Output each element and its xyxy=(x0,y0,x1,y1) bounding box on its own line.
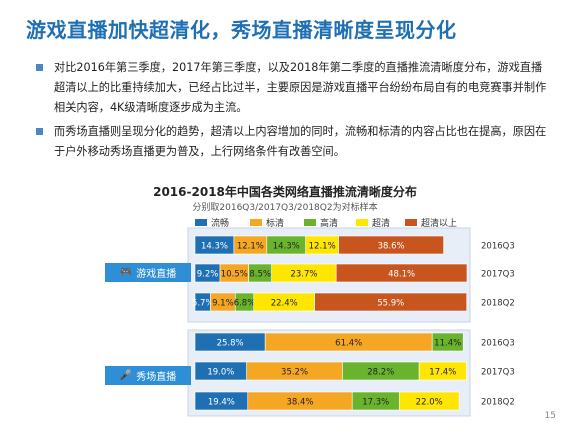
page-title: 游戏直播加快超清化，秀场直播清晰度呈现分化 xyxy=(26,18,457,42)
microphone-icon: 🎤 xyxy=(119,370,133,381)
data-label: 22.4% xyxy=(271,299,298,309)
bullet-item: 而秀场直播则呈现分化的趋势，超清以上内容增加的同时，流畅和标清的内容占比也在提高… xyxy=(36,122,552,162)
bar-segment xyxy=(314,292,468,312)
group-label-text: 秀场直播 xyxy=(136,372,177,383)
data-label: 19.4% xyxy=(208,398,235,408)
legend-label: 标清 xyxy=(266,217,284,229)
bullet-text: 而秀场直播则呈现分化的趋势，超清以上内容增加的同时，流畅和标清的内容占比也在提高… xyxy=(54,125,547,158)
data-label: 17.3% xyxy=(362,398,389,408)
period-label: 2016Q3 xyxy=(481,339,515,349)
period-label: 2018Q2 xyxy=(481,398,515,408)
data-label: 23.7% xyxy=(290,270,317,280)
data-label: 14.3% xyxy=(273,242,300,252)
data-label: 17.4% xyxy=(429,368,456,378)
bar-segment xyxy=(335,263,468,283)
bullet-text: 对比2016年第三季度，2017年第三季度，以及2018年第二季度的直播推流清晰… xyxy=(54,61,547,114)
data-label: 9.1% xyxy=(212,299,234,309)
data-label: 6.8% xyxy=(234,299,256,309)
legend-label: 流畅 xyxy=(211,217,229,229)
data-label: 35.2% xyxy=(281,368,308,378)
bar-segment xyxy=(431,332,464,352)
bar-segment xyxy=(418,361,467,381)
data-label: 25.8% xyxy=(217,339,244,349)
data-label: 12.1% xyxy=(309,242,336,252)
bar-segment xyxy=(338,235,444,255)
legend-label: 高清 xyxy=(320,217,338,229)
data-label: 8.5% xyxy=(249,270,271,280)
legend-swatch xyxy=(304,219,316,226)
gamepad-icon: 🎮 xyxy=(119,267,133,278)
bullet-item: 对比2016年第三季度，2017年第三季度，以及2018年第二季度的直播推流清晰… xyxy=(36,58,552,118)
group-label-game: 🎮 游戏直播 xyxy=(105,263,191,282)
legend-label: 超清以上 xyxy=(421,217,457,229)
data-label: 14.3% xyxy=(201,242,228,252)
period-label: 2017Q3 xyxy=(481,368,515,378)
bullet-square-icon xyxy=(36,128,43,135)
legend-swatch xyxy=(250,219,262,226)
data-label: 19.0% xyxy=(207,368,234,378)
period-label: 2018Q2 xyxy=(481,299,515,309)
legend-swatch xyxy=(356,219,368,226)
bullet-list: 对比2016年第三季度，2017年第三季度，以及2018年第二季度的直播推流清晰… xyxy=(36,58,552,166)
data-label: 22.0% xyxy=(416,398,443,408)
group-label-show: 🎤 秀场直播 xyxy=(105,366,191,385)
page-number: 15 xyxy=(544,411,556,421)
data-label: 28.2% xyxy=(367,368,394,378)
data-label: 9.2% xyxy=(197,270,219,280)
bullet-square-icon xyxy=(36,64,43,71)
chart-title: 2016-2018年中国各类网络直播推流清晰度分布 xyxy=(153,185,417,199)
period-label: 2017Q3 xyxy=(481,270,515,280)
data-label: 61.4% xyxy=(335,339,362,349)
legend-label: 超清 xyxy=(372,217,390,229)
data-label: 38.6% xyxy=(378,242,405,252)
data-label: 5.7% xyxy=(192,299,214,309)
data-label: 11.4% xyxy=(434,339,461,349)
chart-subtitle: 分别取2016Q3/2017Q3/2018Q2为对标样本 xyxy=(192,203,378,213)
data-label: 38.4% xyxy=(286,398,313,408)
bar-segment xyxy=(398,391,460,411)
data-label: 48.1% xyxy=(388,270,415,280)
period-label: 2016Q3 xyxy=(481,242,515,252)
data-label: 12.1% xyxy=(237,242,264,252)
legend-swatch xyxy=(405,219,417,226)
group-label-text: 游戏直播 xyxy=(136,269,177,280)
legend-swatch xyxy=(195,219,207,226)
data-label: 10.5% xyxy=(221,270,248,280)
data-label: 55.9% xyxy=(377,299,404,309)
